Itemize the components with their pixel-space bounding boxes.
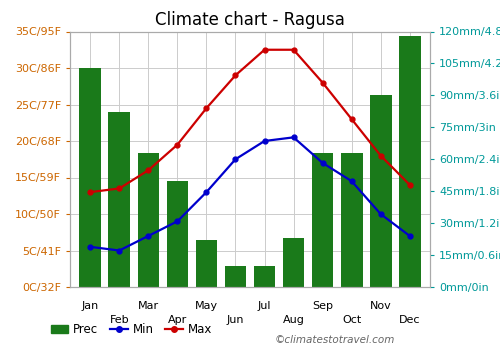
Bar — [370, 95, 392, 287]
Text: Feb: Feb — [110, 315, 129, 325]
Bar — [340, 153, 362, 287]
Legend: Prec, Min, Max: Prec, Min, Max — [46, 318, 217, 341]
Bar — [224, 266, 246, 287]
Bar — [80, 68, 101, 287]
Text: Mar: Mar — [138, 301, 159, 311]
Bar — [254, 266, 276, 287]
Text: May: May — [195, 301, 218, 311]
Bar — [399, 36, 420, 287]
Bar — [166, 181, 188, 287]
Text: Nov: Nov — [370, 301, 392, 311]
Text: Aug: Aug — [282, 315, 304, 325]
Text: Sep: Sep — [312, 301, 333, 311]
Text: Dec: Dec — [399, 315, 420, 325]
Bar — [108, 112, 130, 287]
Text: Apr: Apr — [168, 315, 187, 325]
Text: Oct: Oct — [342, 315, 361, 325]
Bar — [138, 153, 160, 287]
Text: Jan: Jan — [82, 301, 99, 311]
Text: ©climatestotravel.com: ©climatestotravel.com — [275, 335, 396, 345]
Bar — [282, 238, 304, 287]
Text: Jun: Jun — [226, 315, 244, 325]
Bar — [196, 240, 218, 287]
Title: Climate chart - Ragusa: Climate chart - Ragusa — [155, 10, 345, 29]
Bar — [312, 153, 334, 287]
Text: Jul: Jul — [258, 301, 272, 311]
